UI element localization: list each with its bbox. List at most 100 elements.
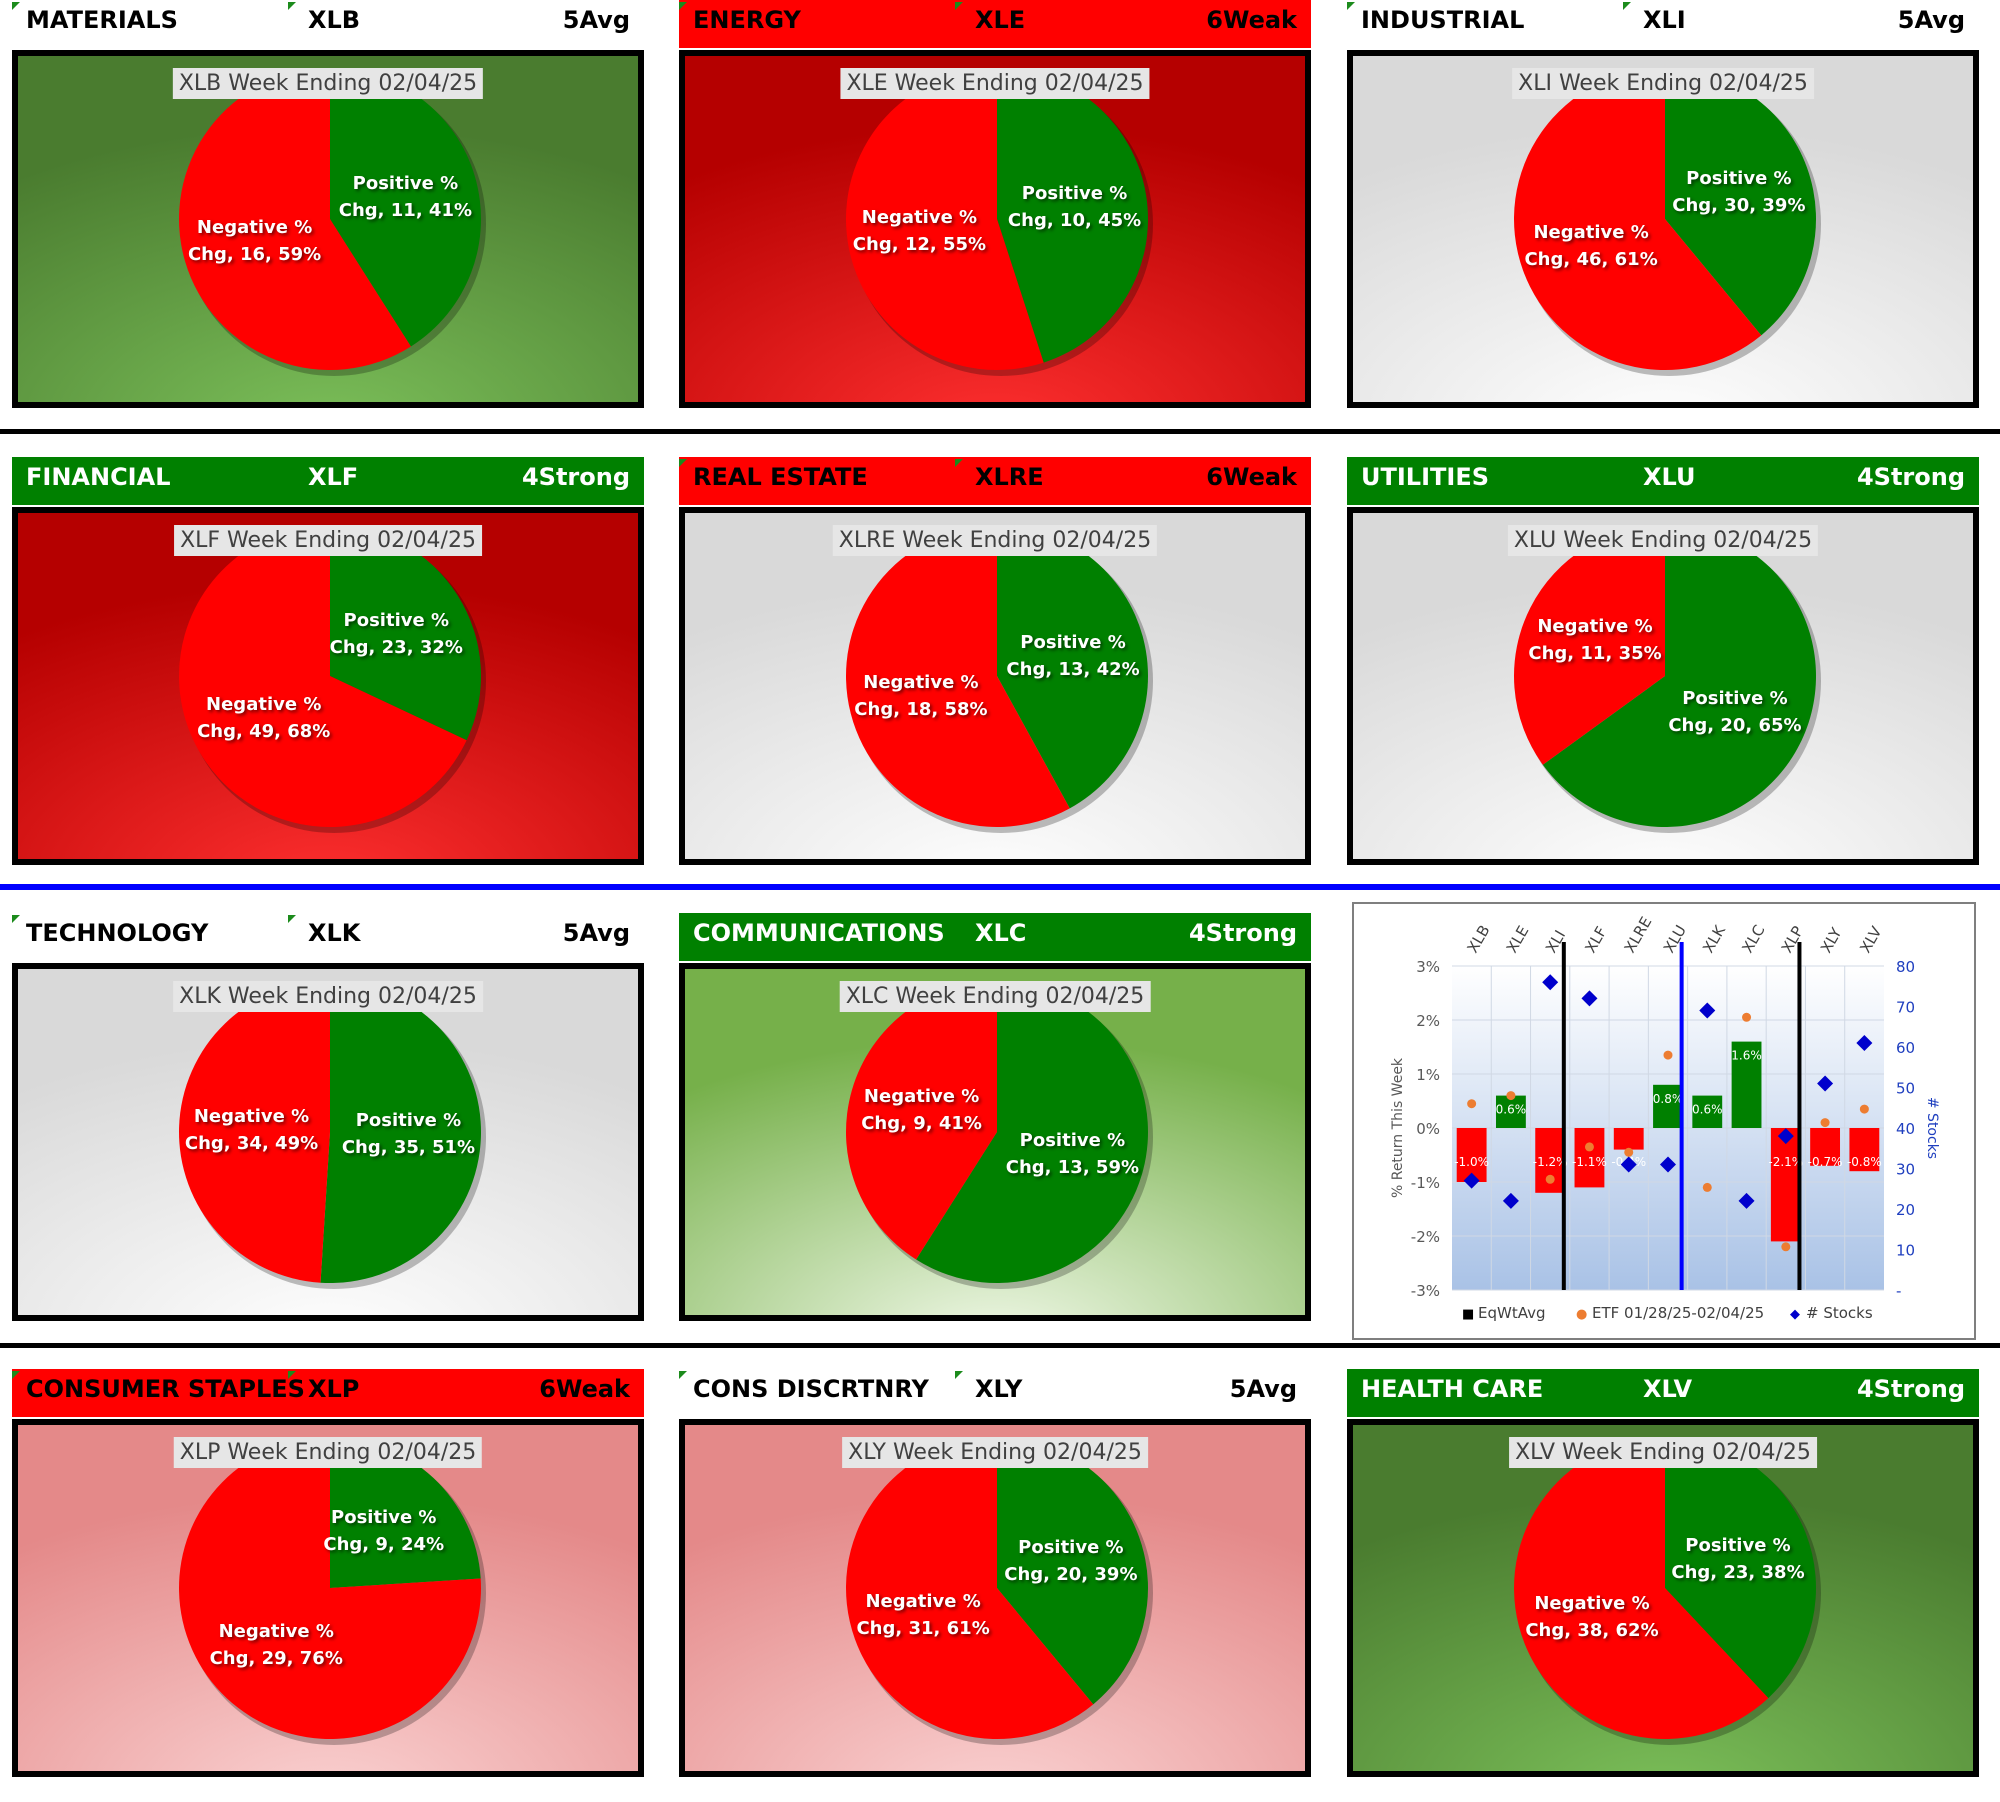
pie-data-label-pos: Positive % Chg, 20, 65%	[1665, 685, 1804, 739]
etf-dot	[1702, 1182, 1712, 1192]
sector-header-xle: ENERGY XLE 6Weak	[679, 0, 1311, 48]
category-label: XLB	[1464, 922, 1494, 956]
pie-label-neg-line1: Negative %	[218, 1621, 334, 1643]
pie-label-neg-line2: Chg, 46, 61%	[1524, 248, 1658, 270]
pie-label-neg-line2: Chg, 18, 58%	[854, 698, 988, 720]
pie-slice-negative	[178, 1437, 481, 1739]
pie-label-pos-line1: Positive %	[1686, 168, 1792, 190]
pie-label-pos-line1: Positive %	[331, 1506, 437, 1528]
etf-dot	[1663, 1050, 1673, 1060]
etf-dot	[1859, 1104, 1869, 1114]
pie-panel-xly: XLY Week Ending 02/04/25 Positive % Chg, 2…	[679, 1419, 1311, 1777]
pie-label-pos-line1: Positive %	[1018, 1537, 1124, 1559]
sector-rating: 5Avg	[1897, 6, 1965, 34]
sector-name: HEALTH CARE	[1361, 1375, 1544, 1403]
bar-value-label: -2.1%	[1768, 1155, 1803, 1169]
bar-value-label: 0.6%	[1496, 1103, 1527, 1117]
comment-marker-icon	[288, 2, 296, 10]
pie-chart-svg	[685, 1425, 1305, 1771]
stocks-diamond	[1817, 1075, 1834, 1092]
pie-slice-negative	[846, 68, 1044, 370]
pie-slice-negative	[846, 525, 1070, 827]
pie-data-label-neg: Negative % Chg, 31, 61%	[853, 1588, 992, 1642]
sector-rating: 4Strong	[1856, 463, 1965, 491]
row-separator-3	[0, 1343, 2000, 1348]
pie-data-label-pos: Positive % Chg, 10, 45%	[1005, 180, 1144, 234]
legend-entry: # Stocks	[1806, 1304, 1873, 1322]
comment-marker-icon	[12, 2, 20, 10]
sector-name: CONSUMER STAPLES	[26, 1375, 305, 1403]
comment-marker-icon	[1623, 2, 1631, 10]
comment-marker-icon	[955, 1371, 963, 1379]
pie-label-neg-line2: Chg, 29, 76%	[209, 1648, 343, 1670]
legend-marker: ●	[1576, 1307, 1587, 1322]
sector-name: COMMUNICATIONS	[693, 919, 945, 947]
pie-data-label-neg: Negative % Chg, 49, 68%	[194, 691, 333, 745]
bar-value-label: 0.8%	[1653, 1092, 1684, 1106]
y-axis-title: % Return This Week	[1390, 1057, 1406, 1198]
sector-ticker: XLV	[1643, 1375, 1693, 1403]
sector-header-xli: INDUSTRIAL XLI 5Avg	[1347, 0, 1979, 48]
sector-header-xlre: REAL ESTATE XLRE 6Weak	[679, 457, 1311, 505]
pie-title: XLP Week Ending 02/04/25	[173, 1437, 483, 1468]
pie-chart-svg	[685, 56, 1305, 402]
sector-name: TECHNOLOGY	[26, 919, 209, 947]
bar-value-label: -0.7%	[1808, 1155, 1843, 1169]
y-tick-label: 1%	[1416, 1066, 1440, 1084]
pie-chart-svg	[685, 969, 1305, 1315]
pie-title: XLY Week Ending 02/04/25	[842, 1437, 1148, 1468]
stocks-diamond	[1738, 1192, 1755, 1209]
pie-data-label-neg: Negative % Chg, 46, 61%	[1521, 219, 1660, 273]
pie-label-neg-line2: Chg, 16, 59%	[187, 243, 322, 265]
y2-tick-label: 50	[1896, 1080, 1915, 1098]
etf-dot	[1545, 1174, 1555, 1184]
pie-panel-xlb: XLB Week Ending 02/04/25 Positive % Chg, 1…	[12, 50, 644, 408]
sector-return-combo-chart: 3% 2% 1% 0% -1% -2% -3% 80 70 60 50 40 30 20 10 - -1.0% 0…	[1352, 902, 1976, 1340]
pie-label-neg-line2: Chg, 31, 61%	[856, 1617, 990, 1639]
bar-value-label: -1.0%	[1454, 1155, 1489, 1169]
pie-label-neg-line1: Negative %	[1537, 616, 1653, 638]
comment-marker-icon	[955, 459, 963, 467]
pie-label-pos-line1: Positive %	[352, 173, 459, 195]
comment-marker-icon	[288, 915, 296, 923]
pie-data-label-pos: Positive % Chg, 9, 24%	[320, 1504, 447, 1558]
pie-data-label-pos: Positive % Chg, 35, 51%	[339, 1107, 478, 1161]
category-label: XLY	[1817, 924, 1846, 956]
pie-panel-xle: XLE Week Ending 02/04/25 Positive % Chg, 1…	[679, 50, 1311, 408]
pie-slice-negative	[1514, 525, 1665, 765]
pie-label-neg-line2: Chg, 12, 55%	[852, 234, 987, 256]
stocks-diamond	[1620, 1156, 1637, 1173]
pie-chart-svg	[1353, 56, 1973, 402]
pie-label-neg-line1: Negative %	[193, 1105, 310, 1127]
sector-rating: 5Avg	[1229, 1375, 1297, 1403]
pie-title: XLK Week Ending 02/04/25	[173, 981, 483, 1012]
legend-entry: ETF 01/28/25-02/04/25	[1592, 1304, 1764, 1322]
pie-label-neg-line1: Negative %	[865, 1590, 981, 1612]
sector-ticker: XLRE	[975, 463, 1044, 491]
pie-chart-svg	[1353, 513, 1973, 859]
pie-chart-svg	[1353, 1425, 1973, 1771]
pie-label-pos-line2: Chg, 11, 41%	[338, 200, 473, 222]
pie-slice-positive	[997, 68, 1148, 363]
sector-rating: 5Avg	[562, 919, 630, 947]
pie-data-label-neg: Negative % Chg, 9, 41%	[858, 1083, 985, 1137]
sector-rating: 6Weak	[539, 1375, 630, 1403]
pie-slice-positive	[1665, 68, 1816, 336]
y2-tick-label: 30	[1896, 1161, 1915, 1179]
sector-ticker: XLB	[308, 6, 361, 34]
pie-panel-xlre: XLRE Week Ending 02/04/25 Positive % Chg, …	[679, 507, 1311, 865]
y2-tick-label: 10	[1896, 1242, 1915, 1260]
pie-label-neg-line2: Chg, 11, 35%	[1528, 643, 1662, 665]
pie-panel-xlk: XLK Week Ending 02/04/25 Positive % Chg, 3…	[12, 963, 644, 1321]
sector-ticker: XLP	[308, 1375, 360, 1403]
pie-data-label-pos: Positive % Chg, 13, 42%	[1003, 629, 1142, 683]
y-tick-label: 3%	[1416, 958, 1440, 976]
sector-ticker: XLC	[975, 919, 1027, 947]
combo-chart-svg: 3% 2% 1% 0% -1% -2% -3% 80 70 60 50 40 30 20 10 - -1.0% 0…	[1390, 914, 1940, 1322]
pie-label-neg-line1: Negative %	[863, 1086, 980, 1108]
pie-data-label-neg: Negative % Chg, 11, 35%	[1525, 613, 1664, 667]
pie-data-label-neg: Negative % Chg, 29, 76%	[207, 1618, 346, 1672]
sector-rating: 4Strong	[1188, 919, 1297, 947]
sector-name: ENERGY	[693, 6, 801, 34]
legend-marker: ◆	[1790, 1307, 1800, 1322]
